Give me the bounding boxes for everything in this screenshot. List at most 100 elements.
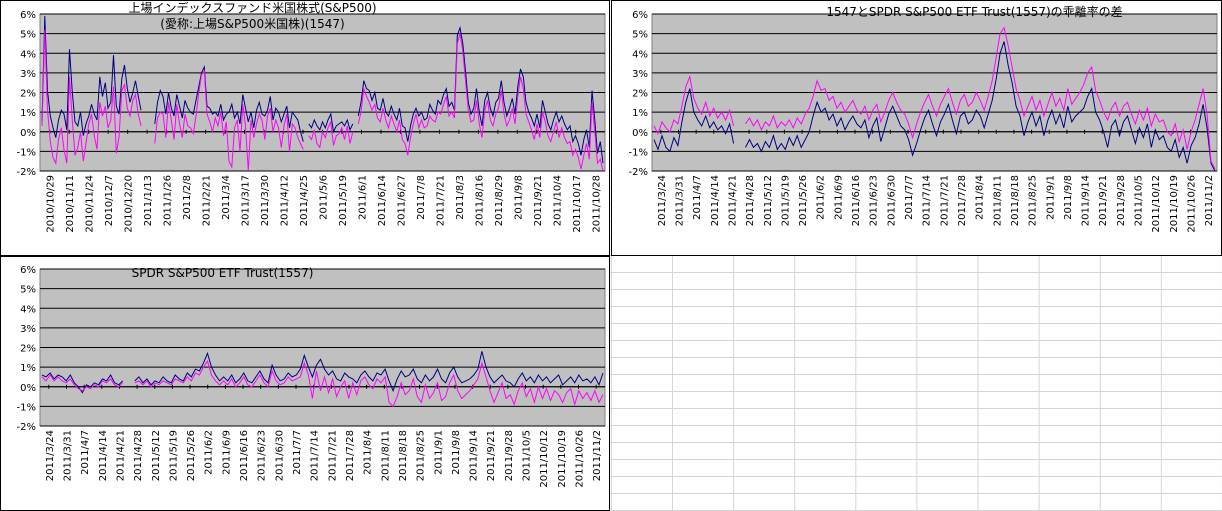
x-tick-label: 2011/8/18 [1010, 175, 1021, 226]
x-tick-label: 2010/11/11 [65, 175, 76, 233]
x-tick-label: 2011/3/24 [45, 430, 56, 481]
x-tick-label: 2011/6/14 [377, 175, 388, 226]
y-tick-label: 6% [20, 265, 36, 276]
x-tick-label: 2011/6/1 [357, 175, 368, 220]
y-tick-label: 2% [20, 344, 36, 355]
x-tick-label: 2011/5/19 [780, 175, 791, 226]
x-tick-label: 2011/10/19 [1169, 175, 1180, 233]
y-tick-label: -2% [17, 422, 36, 433]
x-tick-label: 2011/9/8 [451, 430, 462, 475]
x-tick-label: 2011/11/2 [592, 430, 603, 481]
x-tick-label: 2011/10/19 [557, 430, 568, 488]
x-tick-label: 2011/10/26 [575, 430, 586, 488]
x-tick-label: 2011/9/8 [513, 175, 524, 220]
x-tick-label: 2011/4/21 [727, 175, 738, 226]
x-tick-label: 2011/2/8 [182, 175, 193, 220]
y-tick-label: -2% [629, 167, 648, 178]
x-tick-label: 2011/4/14 [98, 430, 109, 481]
y-tick-label: -1% [17, 147, 36, 158]
x-tick-label: 2011/7/7 [904, 175, 915, 220]
x-tick-label: 2011/4/12 [280, 175, 291, 226]
x-tick-label: 2011/7/28 [957, 175, 968, 226]
x-tick-label: 2011/6/30 [886, 175, 897, 226]
series-line-1 [41, 29, 604, 172]
chart-deviation-diff-svg: -2% -1% 0% 1% 2% 3% 4% 5% 6% 2011/3/24 2011/3/31 20… [629, 4, 1218, 233]
chart-panel-deviation-diff[interactable]: -2% -1% 0% 1% 2% 3% 4% 5% 6% 2011/3/24 2011/3/31 20… [611, 0, 1222, 256]
x-tick-label: 2011/4/25 [299, 175, 310, 226]
y-tick-label: 6% [20, 10, 36, 21]
x-tick-label: 2011/10/5 [522, 430, 533, 481]
x-tick-label: 2011/7/14 [922, 175, 933, 226]
y-tick-label: -1% [629, 147, 648, 158]
x-tick-label: 2010/12/7 [104, 175, 115, 226]
x-tick-label: 2011/1/13 [143, 175, 154, 226]
chart-1557-svg: -2% -1% 0% 1% 2% 3% 4% 5% 6% 2011/3/24 2011/3/31 20… [17, 265, 606, 488]
chart-panel-1557[interactable]: -2% -1% 0% 1% 2% 3% 4% 5% 6% 2011/3/24 2011/3/31 20… [0, 256, 610, 511]
x-tick-label: 2011/9/8 [1063, 175, 1074, 220]
x-tick-label: 2011/4/28 [133, 430, 144, 481]
y-tick-label: 1% [20, 108, 36, 119]
x-tick-label: 2010/10/29 [46, 175, 57, 233]
y-tick-label: 0% [20, 128, 36, 139]
x-tick-label: 2011/9/21 [533, 175, 544, 226]
x-tick-label: 2011/10/12 [1151, 175, 1162, 233]
x-tick-label: 2011/8/4 [975, 175, 986, 220]
x-tick-label: 2011/4/21 [115, 430, 126, 481]
x-tick-label: 2011/6/16 [851, 175, 862, 226]
x-tick-label: 2011/8/4 [363, 430, 374, 475]
x-tick-label: 2011/8/16 [474, 175, 485, 226]
y-tick-label: 4% [632, 49, 648, 60]
x-tick-label: 2011/3/4 [221, 175, 232, 220]
x-tick-label: 2011/7/21 [939, 175, 950, 226]
x-tick-label: 2011/5/12 [763, 175, 774, 226]
x-tick-label: 2011/8/25 [1028, 175, 1039, 226]
x-tick-label: 2011/4/28 [745, 175, 756, 226]
y-tick-label: 0% [20, 383, 36, 394]
x-tick-label: 2011/3/30 [260, 175, 271, 226]
x-tick-label: 2011/3/17 [241, 175, 252, 226]
x-tick-label: 2011/10/4 [552, 175, 563, 226]
x-tick-label: 2011/8/18 [398, 430, 409, 481]
y-tick-label: 5% [20, 30, 36, 41]
y-tick-label: 0% [632, 128, 648, 139]
x-tick-label: 2011/10/28 [591, 175, 602, 233]
chart-panel-1547[interactable]: -2% -1% 0% 1% 2% 3% 4% 5% 6% 2010/10/29 2010/11/11… [0, 0, 610, 256]
y-tick-label: 2% [632, 89, 648, 100]
x-tick-label: 2011/7/21 [435, 175, 446, 226]
x-tick-label: 2011/10/26 [1187, 175, 1198, 233]
x-tick-label: 2011/7/28 [345, 430, 356, 481]
series-line-1 [653, 26, 1216, 170]
x-tick-label: 2011/8/29 [494, 175, 505, 226]
x-tick-label: 2011/11/2 [1204, 175, 1215, 226]
x-tick-label: 2011/9/21 [1098, 175, 1109, 226]
x-tick-label: 2011/6/23 [869, 175, 880, 226]
series-line-0 [41, 351, 604, 394]
x-tick-label: 2011/4/7 [692, 175, 703, 220]
x-tick-label: 2011/4/7 [80, 430, 91, 475]
y-tick-label: 1% [20, 363, 36, 374]
x-tick-label: 2011/5/26 [186, 430, 197, 481]
chart-title: 上場インデックスファンド米国株式(S&P500) [128, 1, 376, 15]
series-line-0 [653, 41, 1216, 172]
y-tick-label: 2% [20, 89, 36, 100]
x-tick-label: 2011/6/9 [221, 430, 232, 475]
series-line-0 [41, 15, 604, 164]
chart-subtitle: (愛称:上場S&P500米国株)(1547) [160, 16, 344, 31]
x-tick-label: 2011/6/27 [396, 175, 407, 226]
x-tick-label: 2011/8/25 [416, 430, 427, 481]
y-tick-label: 5% [20, 285, 36, 296]
y-tick-label: 3% [20, 69, 36, 80]
x-tick-label: 2011/3/31 [674, 175, 685, 226]
x-tick-label: 2011/6/2 [204, 430, 215, 475]
x-tick-label: 2011/8/11 [992, 175, 1003, 226]
chart-title: 1547とSPDR S&P500 ETF Trust(1557)の乖離率の差 [826, 4, 1122, 19]
y-tick-label: 4% [20, 304, 36, 315]
x-tick-label: 2011/3/24 [657, 175, 668, 226]
x-tick-label: 2011/9/28 [504, 430, 515, 481]
x-tick-label: 2011/5/19 [338, 175, 349, 226]
x-tick-label: 2011/9/28 [1116, 175, 1127, 226]
x-tick-label: 2011/9/14 [1081, 175, 1092, 226]
y-tick-label: 4% [20, 49, 36, 60]
y-tick-label: -1% [17, 402, 36, 413]
x-tick-label: 2011/3/31 [62, 430, 73, 481]
